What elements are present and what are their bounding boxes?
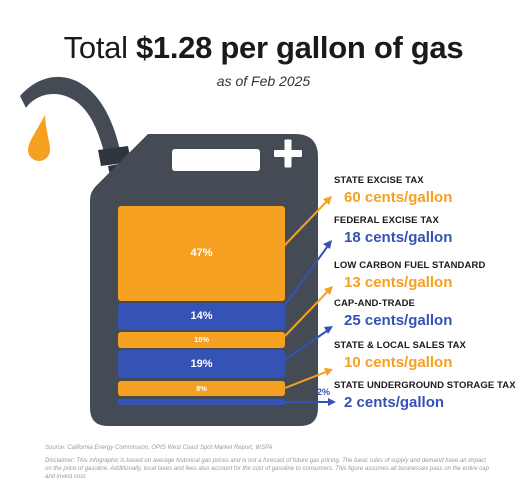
segment-label-sales-tax: 8% [196, 384, 207, 393]
tax-item-lcfs: LOW CARBON FUEL STANDARD 13 cents/gallon [334, 260, 485, 291]
tax-segments [118, 206, 285, 405]
segment-label-state-excise: 47% [190, 247, 213, 259]
arrow-cap-and-trade [284, 327, 332, 361]
tax-item-federal-excise: FEDERAL EXCISE TAX 18 cents/gallon [334, 215, 452, 246]
segment-state-excise [118, 206, 285, 301]
tax-item-name: STATE EXCISE TAX [334, 175, 424, 186]
tax-item-name: LOW CARBON FUEL STANDARD [334, 260, 486, 271]
can-handle-slot [172, 149, 260, 171]
tax-item-state-excise: STATE EXCISE TAX 60 cents/gallon [334, 175, 452, 206]
source-note: Source: California Energy Commission, OP… [45, 445, 273, 451]
segment-lcfs [118, 332, 285, 348]
arrow-lcfs [284, 287, 332, 337]
tax-item-name: STATE & LOCAL SALES TAX [334, 340, 466, 351]
tax-item-name: FEDERAL EXCISE TAX [334, 215, 439, 226]
disclaimer-note: Disclaimer: This infographic is based on… [45, 458, 489, 480]
tax-item-name: CAP-AND-TRADE [334, 298, 415, 309]
tax-item-cap-and-trade: CAP-AND-TRADE 25 cents/gallon [334, 298, 452, 329]
fuel-drop-icon [28, 115, 50, 161]
segment-label-lcfs: 10% [193, 335, 209, 344]
segment-label-federal-excise: 14% [190, 310, 213, 322]
tax-item-value: 60 cents/gallon [344, 189, 453, 206]
segment-cap-and-trade [118, 350, 285, 378]
page-title: Total $1.28 per gallon of gas [0, 30, 527, 66]
title-prefix: Total [63, 30, 128, 65]
segment-label-storage-tax: 2% [317, 387, 331, 397]
plus-icon [274, 139, 302, 168]
arrow-state-excise [281, 197, 331, 249]
segment-sales-tax [118, 381, 285, 396]
tax-item-value: 13 cents/gallon [344, 274, 453, 291]
tax-item-sales-tax: STATE & LOCAL SALES TAX 10 cents/gallon [334, 340, 466, 371]
arrow-sales-tax [284, 369, 332, 389]
segment-label-cap-and-trade: 19% [190, 358, 213, 370]
segment-storage-tax [118, 399, 285, 405]
connector-arrows [281, 196, 336, 406]
tax-item-value: 2 cents/gallon [344, 394, 445, 411]
tax-item-value: 25 cents/gallon [344, 312, 453, 329]
title-amount: $1.28 per gallon of gas [135, 30, 464, 65]
segment-federal-excise [118, 303, 285, 330]
tax-item-storage-tax: STATE UNDERGROUND STORAGE TAX 2 cents/ga… [334, 380, 516, 411]
tax-item-value: 10 cents/gallon [344, 354, 453, 371]
tax-item-name: STATE UNDERGROUND STORAGE TAX [334, 380, 516, 391]
tax-item-value: 18 cents/gallon [344, 229, 453, 246]
page-subtitle: as of Feb 2025 [216, 73, 311, 89]
arrow-federal-excise [284, 242, 331, 306]
